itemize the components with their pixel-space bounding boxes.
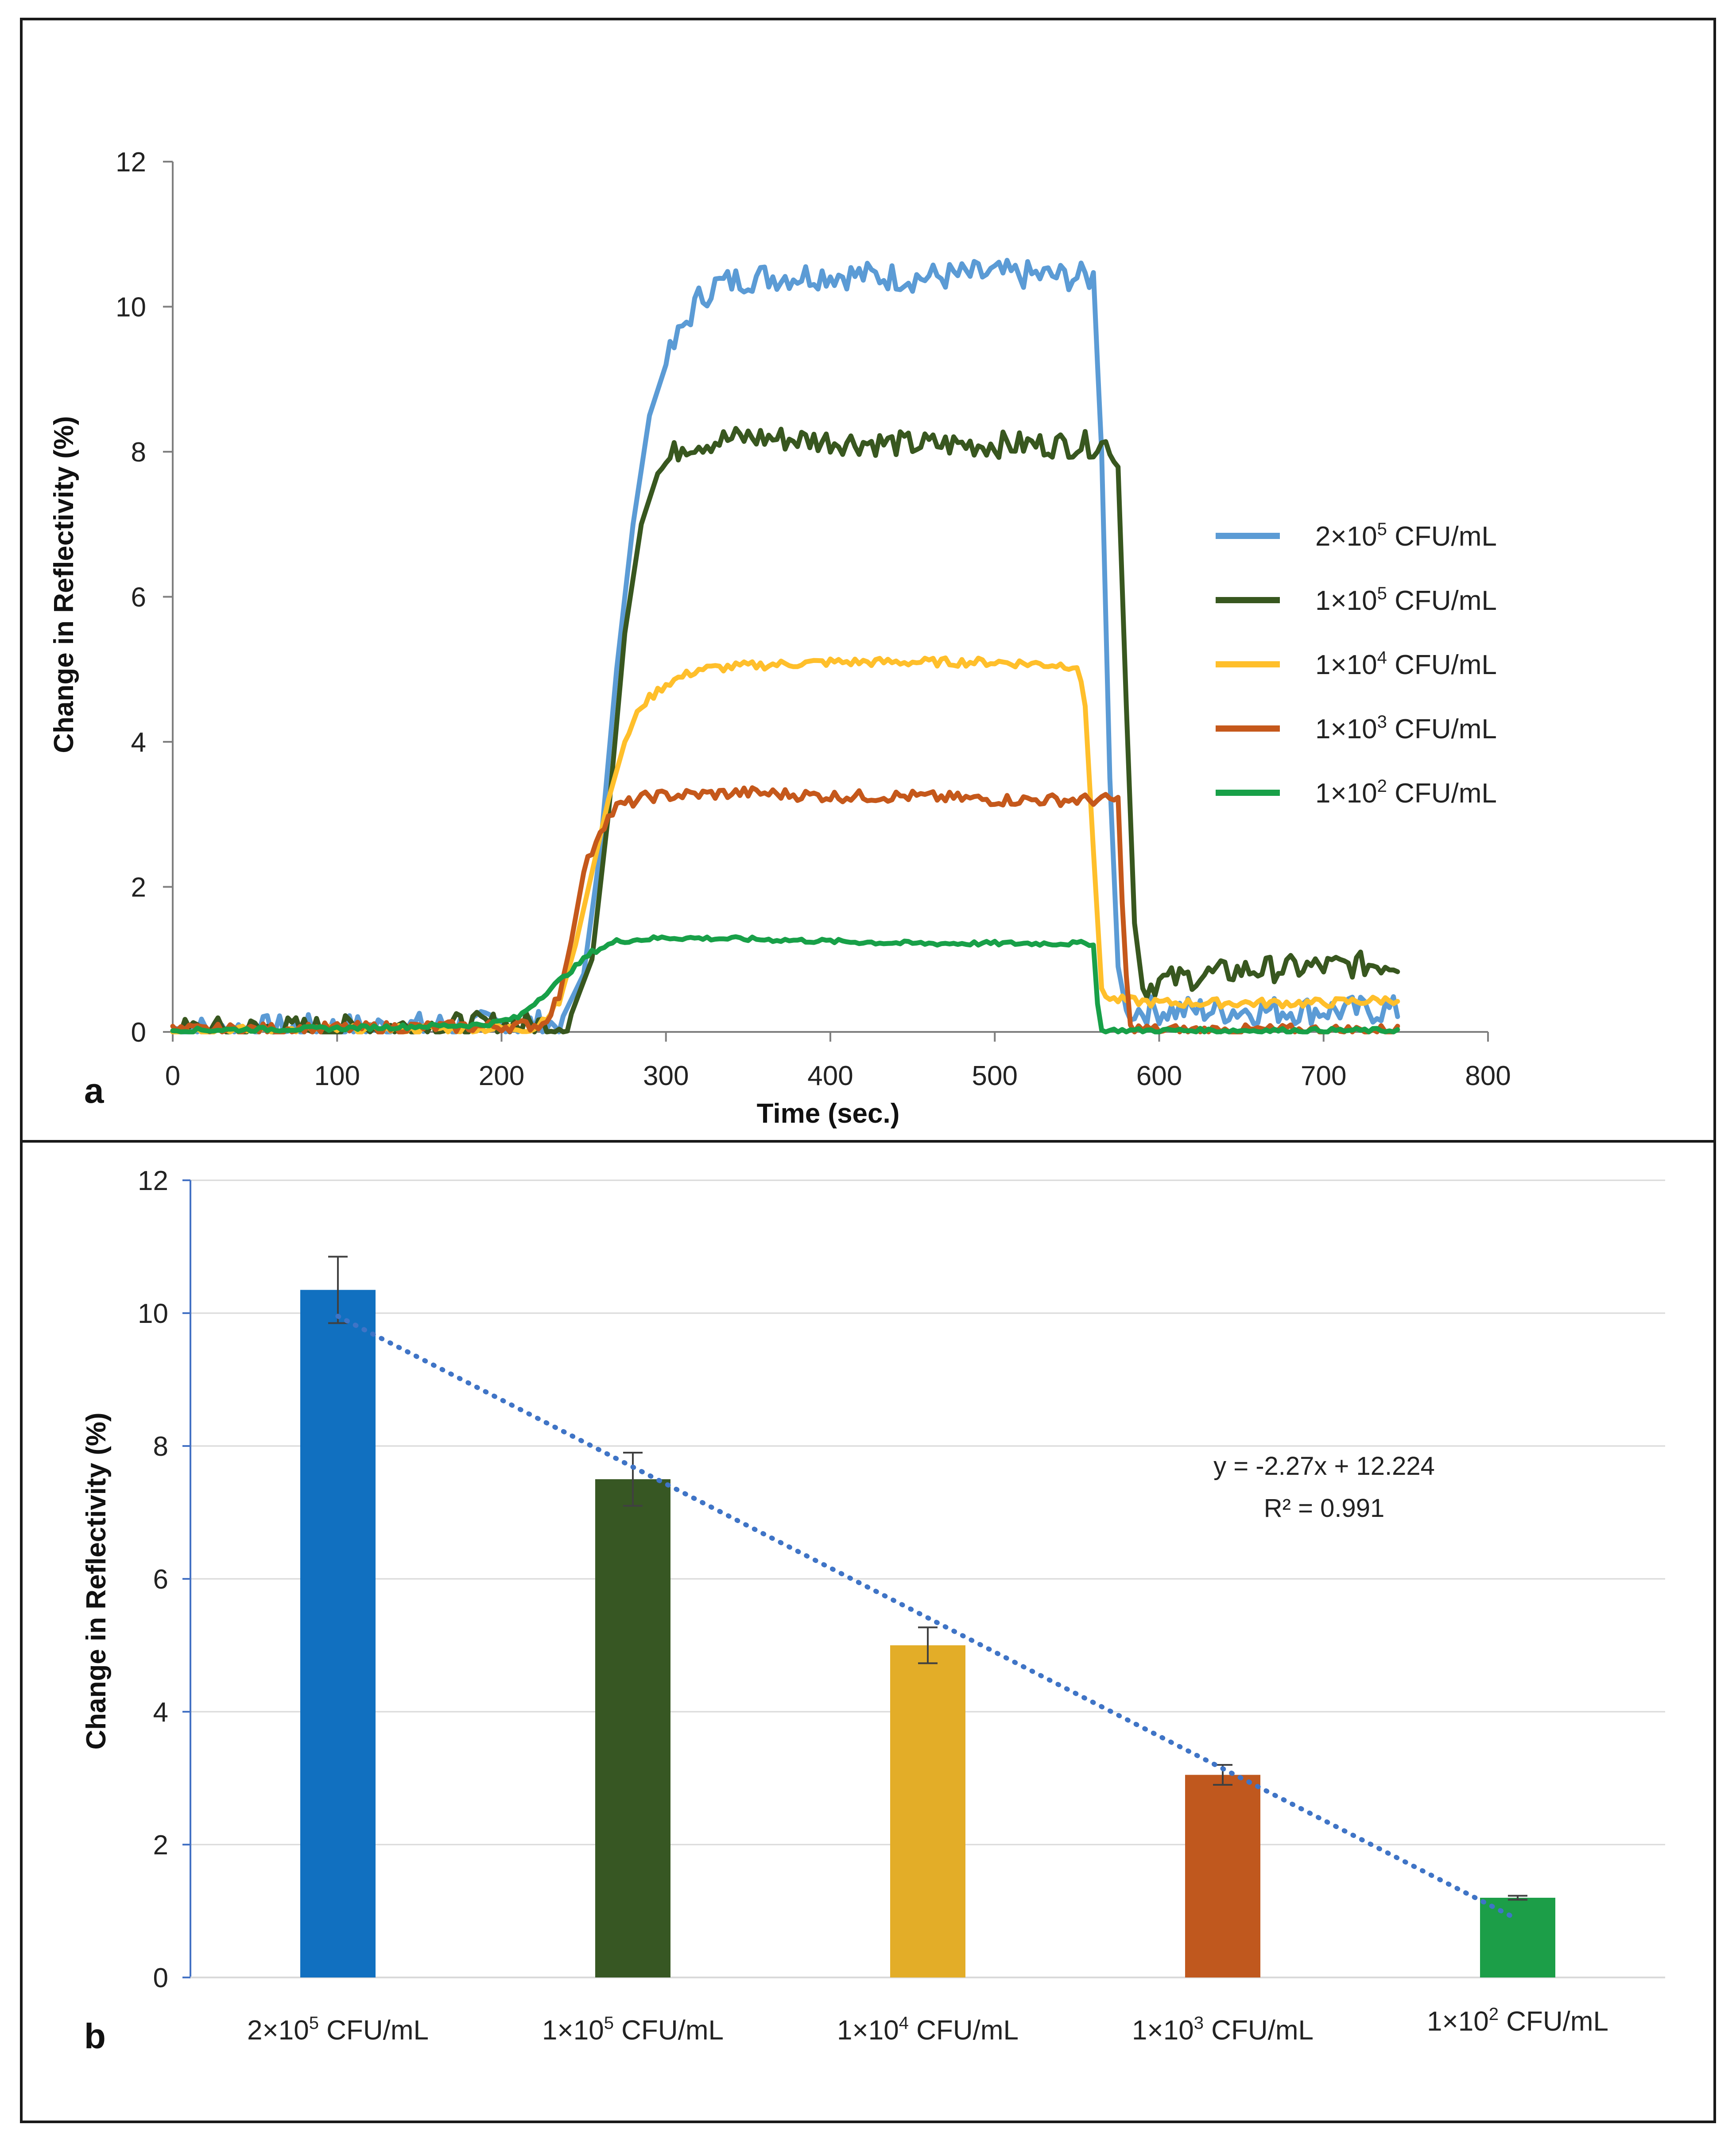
panel-b-frame <box>20 1140 1716 2123</box>
y-tick-label-a: 6 <box>131 582 146 613</box>
series-line-2 <box>170 655 1400 1035</box>
legend-label-0: 2×105 CFU/mL <box>1315 519 1497 552</box>
y-tick-label-a: 2 <box>131 872 146 903</box>
x-tick-label-a: 600 <box>1136 1061 1182 1091</box>
series-line-0 <box>170 258 1400 1035</box>
y-axis-title-a: Change in Reflectivity (%) <box>49 416 79 753</box>
legend-label-2: 1×104 CFU/mL <box>1315 648 1497 680</box>
y-tick-label-a: 12 <box>116 147 146 178</box>
x-tick-label-a: 100 <box>314 1061 360 1091</box>
x-tick-label-a: 0 <box>165 1061 180 1091</box>
y-tick-label-a: 0 <box>131 1017 146 1048</box>
legend-label-1: 1×105 CFU/mL <box>1315 584 1497 616</box>
legend-label-4: 1×102 CFU/mL <box>1315 776 1497 809</box>
panel-label-a: a <box>84 1071 104 1110</box>
legend-label-3: 1×103 CFU/mL <box>1315 712 1497 744</box>
series-line-3 <box>170 785 1400 1035</box>
series-line-4 <box>170 934 1400 1035</box>
x-tick-label-a: 700 <box>1301 1061 1346 1091</box>
x-tick-label-a: 800 <box>1465 1061 1511 1091</box>
panel-a-frame <box>20 18 1716 1143</box>
y-tick-label-a: 10 <box>116 292 146 323</box>
y-tick-label-a: 8 <box>131 437 146 468</box>
x-axis-title-a: Time (sec.) <box>757 1098 900 1129</box>
x-tick-label-a: 300 <box>643 1061 689 1091</box>
y-tick-label-a: 4 <box>131 727 146 758</box>
line-chart-a: 0 2 4 6 8 10 12 0 100 200 300 400 500 600 700 800 2×10… <box>49 147 1511 1129</box>
x-tick-label-a: 500 <box>972 1061 1018 1091</box>
x-tick-label-a: 200 <box>479 1061 524 1091</box>
x-tick-label-a: 400 <box>807 1061 853 1091</box>
